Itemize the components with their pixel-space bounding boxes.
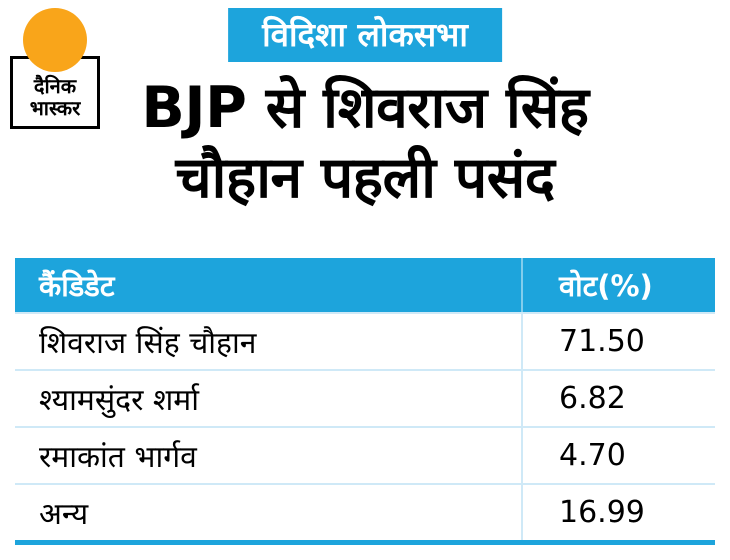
table-row: अन्य 16.99 (15, 483, 715, 540)
headline: BJP से शिवराज सिंह चौहान पहली पसंद (0, 74, 730, 213)
header-candidate: कैंडिडेट (39, 268, 115, 303)
vote-percent-value: 4.70 (521, 428, 715, 483)
table-row: शिवराज सिंह चौहान 71.50 (15, 312, 715, 369)
candidate-name: रमाकांत भार्गव (39, 440, 197, 475)
table-header-row: कैंडिडेट वोट(%) (15, 258, 715, 312)
candidate-name: अन्य (39, 497, 89, 532)
vote-percent-value: 71.50 (521, 314, 715, 369)
constituency-badge: विदिशा लोकसभा (228, 8, 502, 62)
table-row: रमाकांत भार्गव 4.70 (15, 426, 715, 483)
header-vote-percent: वोट(%) (521, 258, 715, 312)
headline-line1: BJP से शिवराज सिंह (141, 75, 589, 141)
logo-line1: दैनिक (33, 74, 77, 98)
vote-percent-value: 6.82 (521, 371, 715, 426)
dainik-bhaskar-logo: दैनिक भास्कर (10, 8, 100, 129)
vote-table: कैंडिडेट वोट(%) शिवराज सिंह चौहान 71.50 … (15, 258, 715, 545)
logo-line2: भास्कर (29, 96, 81, 121)
logo-sun-icon (23, 8, 87, 72)
candidate-name: श्यामसुंदर शर्मा (39, 383, 199, 418)
headline-line2: चौहान पहली पसंद (175, 144, 555, 211)
table-row: श्यामसुंदर शर्मा 6.82 (15, 369, 715, 426)
vote-percent-value: 16.99 (521, 485, 715, 540)
candidate-name: शिवराज सिंह चौहान (39, 326, 257, 361)
